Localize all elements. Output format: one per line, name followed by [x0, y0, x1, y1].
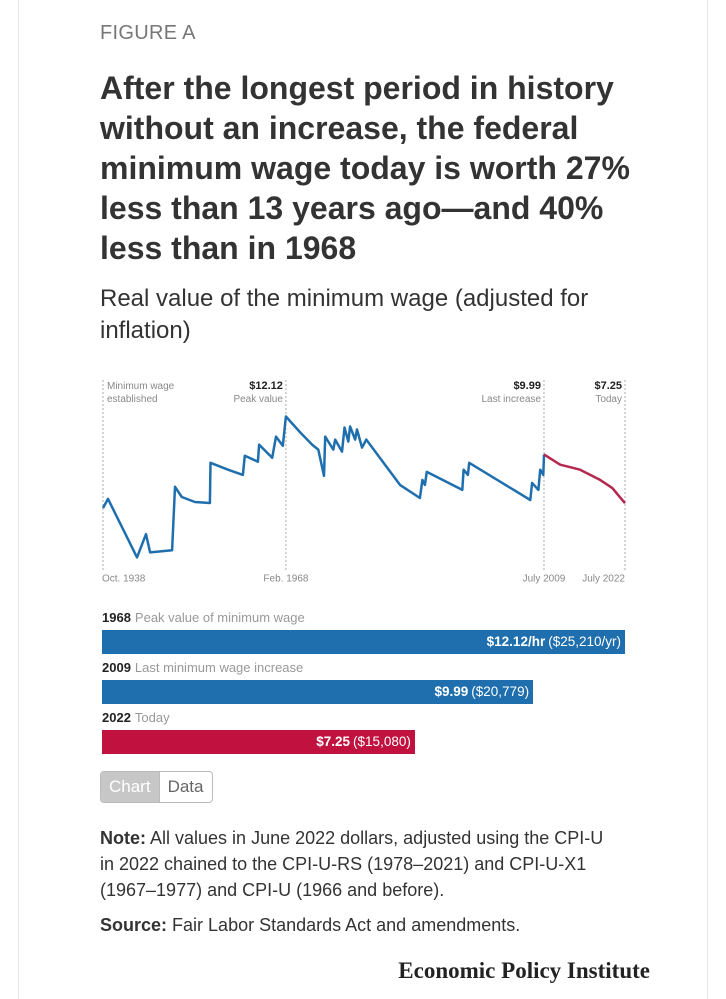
bar-category: 2022 — [102, 710, 131, 725]
bar-header: 2009 Last minimum wage increase — [102, 660, 303, 675]
line-series — [543, 453, 626, 505]
bar-description: Peak value of minimum wage — [134, 610, 305, 625]
subtitle: Real value of the minimum wage (adjusted… — [100, 285, 589, 344]
x-tick-label: July 2009 — [523, 574, 566, 585]
line-chart-svg: Oct. 1938 Feb. 1968 July 2009 July 2022 — [101, 380, 626, 585]
toggle-chart[interactable]: Chart — [101, 772, 159, 802]
annotation-text: Last increase — [481, 394, 541, 405]
x-tick-label: Oct. 1938 — [102, 574, 146, 585]
annotation: $7.25 Today — [522, 380, 622, 406]
x-tick-label: Feb. 1968 — [263, 574, 308, 585]
line-chart: Oct. 1938 Feb. 1968 July 2009 July 2022 Min… — [0, 370, 726, 600]
bar-description: Last minimum wage increase — [134, 660, 304, 675]
bar-value-label: $12.12/hr — [486, 634, 546, 649]
bar-value-label: $9.99 — [434, 684, 469, 699]
bar-header: 2022 Today — [102, 710, 170, 725]
annotation-text: Minimum wage established — [107, 381, 175, 405]
annotation-text: Peak value — [233, 394, 283, 405]
source: Source: Fair Labor Standards Act and ame… — [100, 915, 520, 936]
annotation-value: $9.99 — [513, 380, 541, 392]
annotation-text: Today — [595, 394, 622, 405]
x-tick-label: July 2022 — [582, 574, 625, 585]
bar: $7.25 ($15,080) — [102, 730, 415, 754]
bar-chart: 1968 Peak value of minimum wage $12.12/hr(… — [102, 610, 662, 760]
bar-annual-label: ($15,080) — [353, 734, 411, 749]
logo: Economic Policy Institute — [398, 958, 650, 983]
title: After the longest period in history with… — [100, 70, 630, 266]
card-edge — [18, 0, 19, 999]
bar-annual-label: ($20,779) — [471, 684, 530, 699]
annotation: Minimum wage established — [107, 380, 207, 406]
source-text: Fair Labor Standards Act and amendments. — [172, 915, 521, 935]
annotation-value: $12.12 — [249, 380, 283, 392]
bar: $9.99 ($20,779) — [102, 680, 534, 704]
kicker: FIGURE A — [100, 22, 196, 44]
note: Note: All values in June 2022 dollars, a… — [100, 825, 620, 903]
note-label: Note: — [100, 828, 146, 848]
note-text: All values in June 2022 dollars, adjuste… — [100, 828, 604, 900]
toggle-data[interactable]: Data — [158, 772, 212, 802]
annotation-value: $7.25 — [594, 380, 622, 392]
bar-value-label: $7.25 — [316, 734, 351, 749]
bar-description: Today — [134, 710, 170, 725]
annotation: $9.99 Last increase — [441, 380, 541, 406]
bar-header: 1968 Peak value of minimum wage — [102, 610, 305, 625]
source-label: Source: — [100, 915, 168, 935]
line-series — [101, 415, 546, 559]
bar-annual-label: ($25,210/yr) — [548, 634, 621, 649]
bar: $12.12/hr ($25,210/yr) — [102, 630, 625, 654]
card-edge — [707, 0, 708, 999]
view-toggle: Chart Data — [100, 771, 213, 803]
bar-category: 2009 — [102, 660, 131, 675]
annotation: $12.12 Peak value — [183, 380, 283, 406]
bar-category: 1968 — [102, 610, 131, 625]
